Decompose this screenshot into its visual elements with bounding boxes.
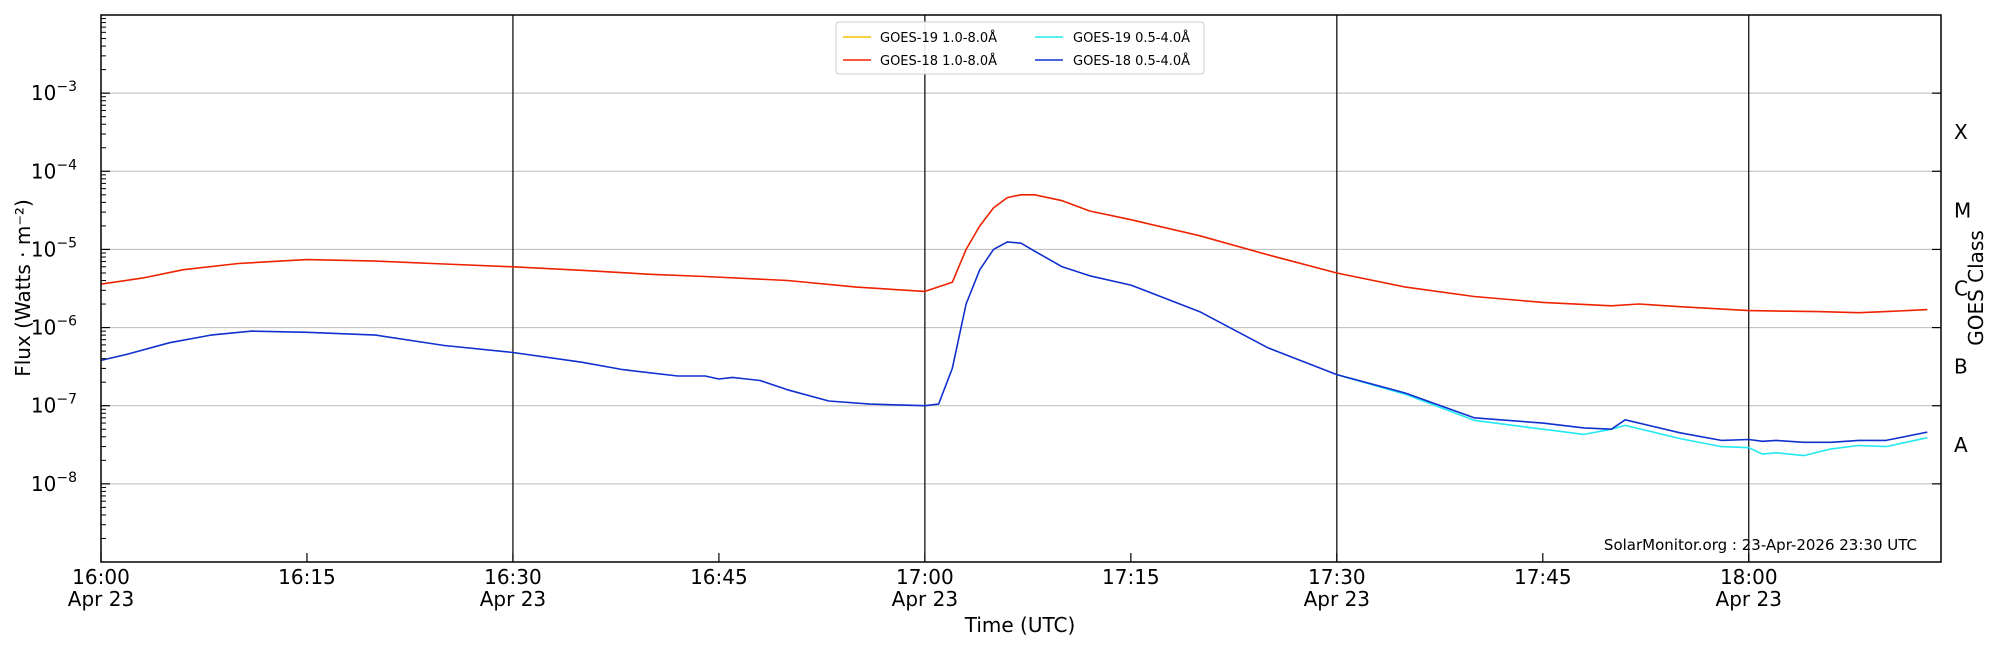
y-tick-label: 10−6: [31, 314, 77, 340]
x-tick-label: 17:45: [1514, 565, 1572, 589]
y-tick-label: 10−8: [31, 470, 77, 496]
vertical-time-markers: [512, 15, 1750, 562]
legend: GOES-19 1.0-8.0Å GOES-18 1.0-8.0Å GOES-1…: [835, 21, 1205, 75]
axis-ticks: [100, 18, 1941, 562]
goes-class-label: C: [1954, 277, 1968, 301]
y-tick-label: 10−7: [31, 392, 77, 418]
plot-frame: [100, 14, 1942, 563]
series-line-1: [100, 194, 1928, 314]
x-tick-sublabel: Apr 23: [892, 587, 958, 611]
goes-class-label: X: [1954, 120, 1968, 144]
x-tick-label: 18:00: [1720, 565, 1778, 589]
legend-label-goes19-long: GOES-19 1.0-8.0Å: [880, 30, 997, 46]
x-tick-label: 16:15: [278, 565, 336, 589]
grid-lines: [101, 92, 1941, 485]
y-tick-label: 10−4: [31, 157, 77, 183]
x-tick-sublabel: Apr 23: [1304, 587, 1370, 611]
x-tick-label: 16:45: [690, 565, 748, 589]
x-tick-label: 17:30: [1308, 565, 1366, 589]
legend-label-goes18-long: GOES-18 1.0-8.0Å: [880, 53, 997, 69]
y-axis-right-label: GOES Class: [1964, 230, 1988, 346]
series-lines: [100, 194, 1928, 457]
y-tick-label: 10−3: [31, 79, 77, 105]
x-tick-label: 17:00: [896, 565, 954, 589]
y-axis-label: Flux (Watts · m⁻²): [11, 199, 35, 377]
watermark-text: SolarMonitor.org : 23-Apr-2026 23:30 UTC: [1604, 536, 1917, 554]
x-tick-sublabel: Apr 23: [480, 587, 546, 611]
legend-box: [835, 21, 1205, 75]
x-tick-label: 16:00: [72, 565, 130, 589]
x-tick-sublabel: Apr 23: [68, 587, 134, 611]
goes-class-label: B: [1954, 355, 1968, 379]
legend-label-goes19-short: GOES-19 0.5-4.0Å: [1073, 30, 1190, 46]
series-line-3: [100, 241, 1928, 444]
legend-label-goes18-short: GOES-18 0.5-4.0Å: [1073, 53, 1190, 69]
x-tick-label: 17:15: [1102, 565, 1160, 589]
y-tick-label: 10−5: [31, 235, 77, 261]
goes-class-label: M: [1954, 198, 1971, 222]
series-line-2: [1336, 373, 1928, 457]
x-axis-label: Time (UTC): [964, 613, 1076, 637]
x-tick-sublabel: Apr 23: [1716, 587, 1782, 611]
x-tick-label: 16:30: [484, 565, 542, 589]
goes-class-label: A: [1954, 433, 1968, 457]
